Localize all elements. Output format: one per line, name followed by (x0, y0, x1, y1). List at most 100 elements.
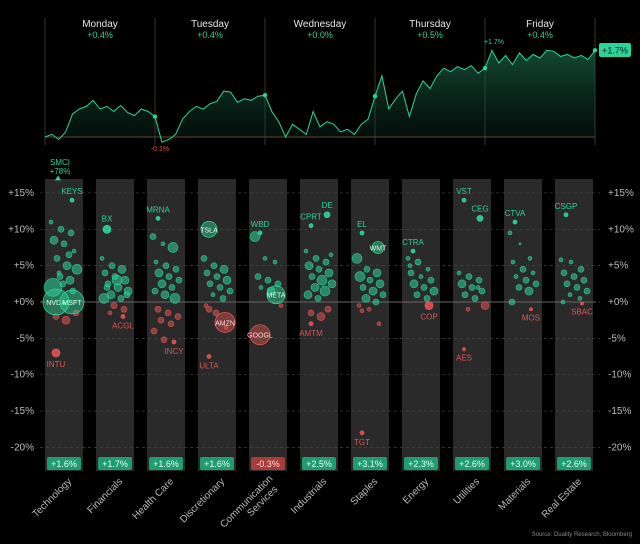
stock-label: MSFT (62, 300, 82, 307)
sector-column (249, 179, 287, 471)
day-label: Thursday (409, 19, 451, 30)
stock-label: COP (420, 313, 437, 322)
stock-bubble (308, 273, 316, 280)
stock-bubble (262, 256, 268, 261)
stock-bubble (120, 305, 128, 313)
stock-bubble-labeled (563, 212, 569, 218)
stock-bubble-labeled (476, 214, 484, 222)
stock-bubble (205, 305, 213, 313)
sector-name-label: Utilities (452, 476, 483, 507)
stock-bubble-labeled (529, 307, 533, 312)
y-tick-left: +15% (8, 188, 34, 199)
stock-bubble (359, 308, 365, 314)
stock-bubble-labeled (512, 219, 518, 225)
stock-bubble (577, 296, 583, 301)
stock-bubble (429, 286, 439, 296)
sector-return-badge (557, 457, 591, 470)
stock-bubble (223, 325, 229, 330)
y-tick-right: -5% (608, 333, 626, 344)
stock-bubble (322, 258, 330, 266)
sector-name-label: Real Estate (540, 476, 585, 521)
stock-bubble (532, 280, 540, 288)
stock-bubble-labeled (580, 301, 584, 306)
sector-name-label: Technology (31, 476, 75, 520)
y-tick-right: -10% (608, 370, 631, 381)
stock-label: WBD (251, 220, 270, 229)
stock-bubble (375, 279, 385, 289)
stock-label: INTU (47, 360, 66, 369)
stock-bubble (580, 276, 588, 284)
stock-bubble (172, 265, 180, 273)
sector-return-badge (149, 457, 183, 470)
sector-return-label: +2.5% (306, 459, 332, 469)
stock-bubble (425, 266, 431, 272)
stock-bubble (560, 269, 568, 277)
stock-bubble-labeled (69, 197, 75, 203)
stock-bubble-labeled (461, 197, 467, 203)
day-close-point (262, 92, 268, 98)
stock-label: TGT (354, 438, 370, 447)
stock-label: EL (357, 220, 367, 229)
stock-bubble (314, 295, 322, 302)
stock-bubble (110, 302, 118, 309)
stock-bubble (157, 316, 165, 324)
sector-column (147, 179, 185, 471)
stock-bubble (274, 280, 282, 288)
stock-bubble (65, 251, 73, 259)
stock-bubble (99, 256, 105, 261)
sector-name: Industrials (289, 476, 329, 516)
stock-label: CPRT (300, 213, 322, 222)
stock-bubble (558, 257, 564, 263)
sector-return-badge (455, 457, 489, 470)
stock-bubble (212, 309, 220, 317)
stock-bubble (478, 287, 486, 295)
stock-label: CEG (471, 204, 488, 213)
stock-bubble (167, 320, 175, 328)
stock-bubble (418, 274, 424, 279)
sector-name-label: Materials (497, 476, 533, 512)
stock-bubble-labeled (266, 285, 286, 305)
stock-bubble-labeled (371, 241, 385, 254)
stock-bubble-labeled (102, 224, 112, 234)
y-tick-left: -20% (11, 442, 34, 453)
stock-bubble (157, 279, 167, 289)
sector-name: Discretionary (178, 476, 227, 525)
sector-return-label: +3.1% (357, 459, 383, 469)
sector-return-label: +3.0% (510, 459, 536, 469)
sector-name: Materials (497, 476, 533, 512)
sector-name-label: Discretionary (178, 476, 227, 525)
stock-label: AMZN (215, 320, 235, 327)
stock-label: CTRA (402, 238, 424, 247)
sector-name: Utilities (452, 476, 483, 507)
stock-bubble (203, 269, 211, 277)
stock-bubble (316, 274, 328, 286)
stock-label: WMT (370, 245, 387, 252)
stock-bubble (160, 241, 166, 247)
stock-label: MOS (522, 313, 540, 322)
stock-bubble (151, 287, 159, 295)
stock-bubble (457, 279, 467, 289)
offscale-arrow-icon (55, 175, 61, 181)
stock-label: AES (456, 353, 472, 362)
sector-return-badge (404, 457, 438, 470)
low-annotation: -0.1% (151, 146, 169, 153)
stock-bubble (162, 262, 170, 269)
stock-bubble (573, 284, 581, 291)
stock-bubble (59, 280, 67, 288)
stock-bubble-labeled (424, 301, 434, 311)
stock-bubble (405, 256, 411, 261)
stock-bubble (414, 258, 422, 266)
source-note: Source: Duality Research, Bloomberg (531, 532, 632, 538)
stock-bubble (154, 268, 164, 278)
stock-bubble (560, 299, 566, 305)
y-tick-right: +5% (608, 261, 628, 272)
stock-bubble (117, 295, 125, 302)
stock-bubble (351, 253, 363, 264)
stock-bubble (71, 248, 77, 254)
stock-bubble (200, 255, 208, 262)
stock-bubble (69, 287, 77, 295)
stock-bubble (57, 226, 65, 233)
stock-bubble (577, 265, 585, 273)
sector-return-label: +1.6% (204, 459, 230, 469)
stock-bubble (510, 259, 516, 265)
